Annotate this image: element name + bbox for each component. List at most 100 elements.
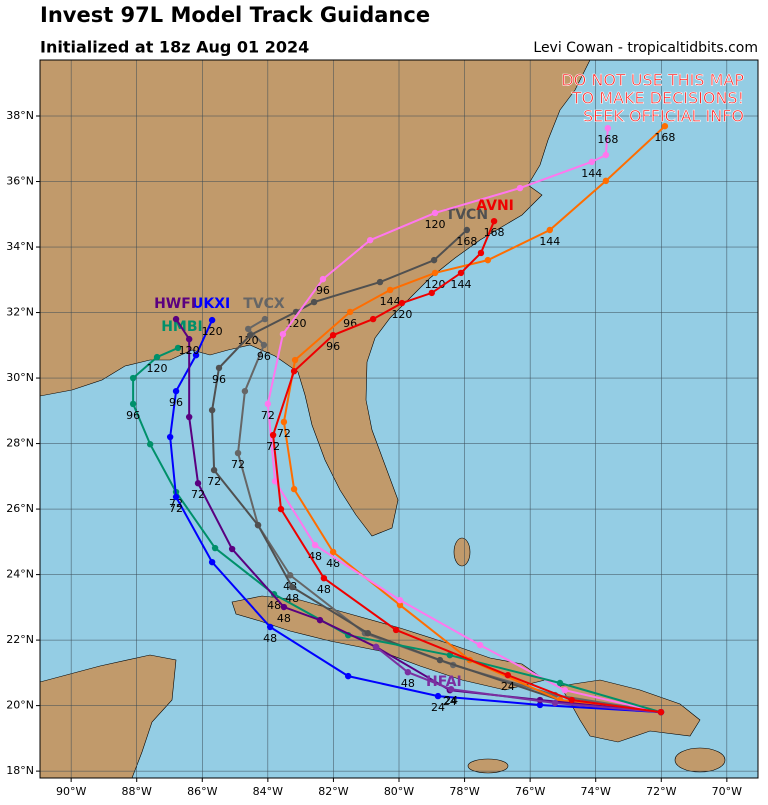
track-point — [431, 209, 439, 217]
hour-label: 96 — [326, 340, 340, 353]
track-point — [319, 275, 327, 283]
track-point — [551, 699, 559, 707]
subtitle: Initialized at 18z Aug 01 2024 — [40, 38, 309, 57]
hour-label: 72 — [261, 409, 275, 422]
track-point — [260, 341, 268, 349]
x-tick-label: 80°W — [384, 785, 414, 798]
track-point — [280, 603, 288, 611]
track-point — [269, 431, 277, 439]
track-point — [398, 299, 406, 307]
track-point — [364, 630, 372, 637]
warning: DO NOT USE THIS MAP TO MAKE DECISIONS! S… — [561, 70, 745, 126]
x-tick-label: 90°W — [56, 785, 86, 798]
warning-line: SEEK OFFICIAL INFO — [583, 107, 744, 126]
y-tick-label: 36°N — [6, 175, 34, 188]
hour-label: 144 — [581, 167, 602, 180]
hour-label: 24 — [443, 695, 457, 708]
track-point — [210, 466, 218, 474]
track-point — [291, 356, 299, 364]
track-point — [174, 344, 182, 352]
track-point — [286, 572, 294, 579]
model-name: TVCX — [243, 296, 285, 312]
track-point — [463, 226, 471, 234]
y-tick-label: 18°N — [6, 764, 34, 777]
track-point — [310, 298, 318, 306]
model-name: HWFI — [154, 296, 196, 312]
track-point — [396, 596, 404, 604]
y-tick-label: 26°N — [6, 502, 34, 515]
x-tick-label: 70°W — [712, 785, 742, 798]
track-point — [457, 269, 465, 277]
y-tick-label: 28°N — [6, 437, 34, 450]
track-point — [271, 478, 279, 485]
track-point — [568, 696, 575, 704]
hour-label: 72 — [266, 440, 280, 453]
track-point — [477, 249, 485, 257]
x-tick-label: 84°W — [253, 785, 283, 798]
hour-label: 24 — [431, 701, 445, 714]
x-tick-label: 82°W — [318, 785, 348, 798]
track-point — [290, 367, 298, 375]
track-point — [215, 364, 223, 372]
track-point — [280, 418, 288, 426]
track-point — [484, 256, 492, 264]
y-tick-label: 30°N — [6, 371, 34, 384]
track-point — [602, 151, 610, 159]
track-point — [185, 335, 193, 343]
track-point — [270, 591, 278, 598]
track-point — [277, 505, 285, 513]
y-tick-label: 20°N — [6, 699, 34, 712]
track-point — [376, 278, 384, 286]
x-tick-label: 72°W — [646, 785, 676, 798]
hour-label: 96 — [212, 373, 226, 386]
track-point — [194, 480, 202, 487]
model-name: UKXI — [192, 296, 230, 312]
track-point — [279, 330, 287, 338]
track-point — [211, 544, 219, 552]
hour-label: 48 — [401, 677, 415, 690]
model-name: TVCN — [446, 207, 488, 223]
track-point — [234, 449, 242, 457]
track-point — [261, 315, 269, 323]
track-point — [208, 406, 216, 414]
track-point — [146, 441, 154, 448]
y-tick-label: 24°N — [6, 568, 34, 581]
x-tick-label: 74°W — [581, 785, 611, 798]
hour-label: 72 — [169, 502, 183, 515]
track-point — [153, 353, 161, 361]
grid: 90°W 88°W 86°W 84°W 82°W 80°W 78°W 76°W 74°W 72°W… — [6, 60, 758, 798]
hour-label: 168 — [654, 131, 675, 144]
y-tick-label: 38°N — [6, 109, 34, 122]
track-point — [396, 601, 404, 609]
hour-label: 96 — [126, 409, 140, 422]
track-point — [172, 315, 180, 323]
track-point — [166, 433, 174, 441]
track: 24 48 HFAI — [372, 643, 665, 716]
hour-label: 24 — [444, 694, 458, 707]
track-point — [490, 217, 498, 225]
frame — [39, 59, 759, 779]
track-point — [428, 289, 435, 297]
hour-label: 168 — [456, 235, 477, 248]
track-point — [329, 548, 337, 556]
track-point — [329, 331, 337, 339]
track: 24 48 72 96 120 UKXI — [166, 296, 665, 716]
track-point — [369, 315, 377, 323]
x-tick-label: 78°W — [449, 785, 479, 798]
track-point — [311, 541, 319, 549]
track-point — [244, 325, 252, 333]
track-point — [366, 236, 374, 244]
hour-label: 72 — [277, 427, 291, 440]
track-point — [657, 708, 665, 716]
track-point — [185, 413, 193, 421]
track-point — [588, 158, 595, 166]
hour-label: 120 — [179, 344, 200, 357]
warning-line: DO NOT USE THIS MAP — [561, 71, 744, 90]
hour-label: 120 — [391, 308, 412, 321]
track-point — [316, 616, 324, 624]
model-name: HFAI — [426, 674, 462, 690]
hour-label: 24 — [501, 680, 515, 693]
hour-label: 48 — [317, 583, 331, 596]
track-point — [556, 679, 564, 687]
track-point — [604, 124, 612, 132]
